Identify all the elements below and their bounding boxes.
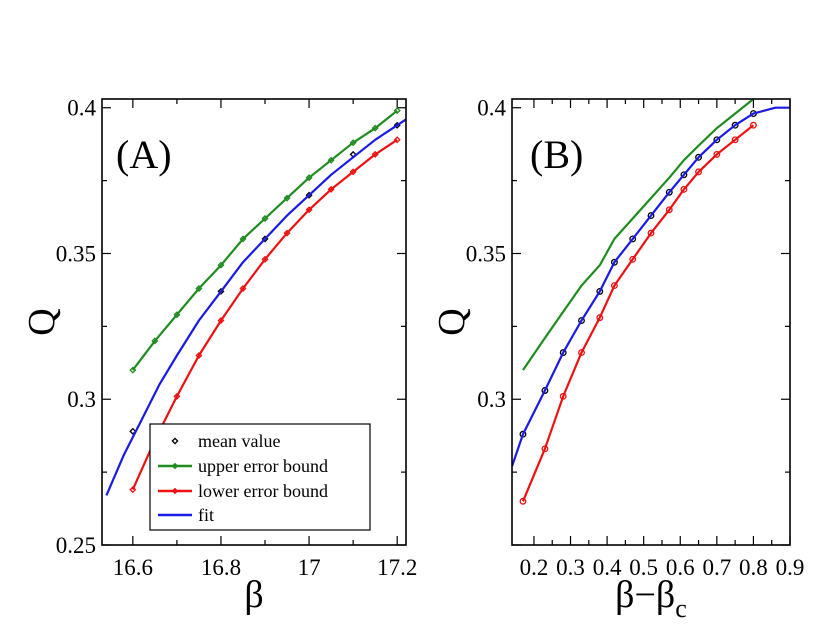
x-axis-label-subscript: c: [675, 594, 687, 623]
x-tick-label: 16.6: [113, 555, 153, 580]
series-lower-point: [217, 317, 225, 325]
series-lower-point: [305, 206, 313, 214]
x-tick-label: 0.4: [593, 555, 622, 580]
series-mean-point: [596, 287, 604, 295]
series-upper-point: [217, 261, 225, 269]
series-upper-point: [195, 284, 203, 292]
legend-box: [149, 423, 371, 531]
series-lower-point: [749, 121, 757, 129]
series-lower-line: [521, 124, 755, 502]
x-tick-label: 0.2: [520, 555, 549, 580]
series-upper-point: [349, 139, 357, 147]
series-upper-point: [283, 194, 291, 202]
series-lower-point: [713, 150, 721, 158]
series-lower-point: [559, 392, 567, 400]
plot-area: [512, 99, 790, 505]
series-mean-point: [541, 387, 549, 394]
x-tick-label: 0.5: [629, 555, 658, 580]
series-upper-point: [305, 174, 313, 182]
series-lower-point: [239, 284, 247, 292]
series-upper-point: [239, 235, 247, 243]
legend-label-upper: upper error bound: [198, 456, 328, 476]
series-lower-point: [680, 185, 688, 193]
series-lower-point: [129, 486, 137, 494]
series-lower-point: [261, 255, 269, 263]
series-lower-line: [131, 138, 398, 491]
series-mean-point: [665, 188, 673, 196]
plot-area: [105, 107, 406, 496]
panel-label: (A): [116, 132, 172, 177]
plot-frame: [101, 98, 407, 546]
series-mean-point: [610, 258, 618, 266]
x-axis-label: β: [244, 574, 263, 616]
legend-marker-dot-lower: [171, 487, 179, 495]
series-upper-line: [522, 99, 755, 371]
legend: mean value upper error bound lower error b…: [149, 423, 371, 531]
panel-b: 0.2 0.3 0.4 0.5 0.6 0.7 0.8 0.9 0.3 0.35 0.4 (B) β−β…: [431, 96, 804, 623]
series-lower-point: [393, 136, 401, 144]
series-lower-point: [195, 352, 203, 360]
y-tick-label: 0.35: [56, 241, 96, 266]
legend-label-lower: lower error bound: [198, 481, 328, 501]
series-upper-point: [261, 214, 269, 223]
x-tick-label: 17.2: [377, 555, 417, 580]
y-tick-label: 0.4: [477, 96, 506, 121]
series-fit-line: [512, 106, 790, 467]
panel-a: 16.6 16.8 17 17.2 0.25 0.3 0.35 0.4 (A) β Q: [21, 96, 417, 616]
y-tick-label: 0.4: [67, 96, 96, 121]
series-lower-point: [695, 168, 703, 176]
legend-marker-dot-upper: [171, 462, 179, 470]
series-lower-point: [371, 150, 379, 158]
series-mean-point: [680, 171, 688, 179]
series-upper-point: [371, 124, 379, 132]
series-fit-line: [105, 118, 406, 496]
y-tick-label: 0.3: [67, 387, 96, 412]
legend-marker-mean: [171, 437, 179, 445]
series-lower-point: [541, 445, 549, 453]
series-upper-point: [129, 366, 137, 374]
series-upper-point: [173, 311, 181, 319]
panel-label: (B): [530, 132, 583, 177]
series-lower-point: [578, 349, 585, 357]
x-tick-label: 0.8: [739, 555, 768, 580]
y-axis-label: Q: [431, 308, 473, 335]
legend-label-mean: mean value: [198, 431, 280, 451]
series-lower-point: [327, 185, 335, 193]
y-tick-label: 0.3: [477, 387, 506, 412]
x-tick-label: 0.9: [776, 555, 805, 580]
series-upper-point: [151, 337, 159, 345]
x-tick-label: 16.8: [201, 555, 241, 580]
y-tick-label: 0.25: [56, 533, 96, 558]
series-upper-line: [131, 109, 398, 371]
x-tick-label: 0.7: [702, 555, 731, 580]
series-lower-point: [647, 229, 655, 237]
series-mean-point: [713, 136, 721, 144]
series-mean-point: [731, 121, 739, 129]
series-lower-point: [519, 497, 527, 505]
series-lower-point: [629, 255, 637, 263]
x-tick-label: 0.6: [666, 555, 695, 580]
series-mean-point: [578, 317, 585, 324]
series-lower-point: [610, 282, 618, 290]
series-upper-point: [327, 156, 335, 164]
series-mean-point: [559, 349, 567, 357]
series-lower-point: [349, 168, 357, 176]
x-tick-label: 0.3: [556, 555, 585, 580]
series-mean-point: [647, 212, 655, 220]
series-lower-point: [731, 136, 739, 144]
series-mean-point: [695, 153, 703, 161]
series-lower-point: [596, 314, 604, 322]
series-lower-point: [665, 206, 673, 214]
plot-frame: [511, 98, 791, 546]
y-axis-label: Q: [21, 308, 63, 335]
legend-label-fit: fit: [198, 505, 214, 525]
series-upper-point: [393, 107, 401, 115]
series-lower-point: [173, 392, 181, 400]
y-tick-label: 0.35: [466, 241, 506, 266]
x-tick-label: 17: [298, 555, 321, 580]
x-axis-label: β−βc: [615, 574, 687, 623]
series-mean-point: [629, 235, 637, 243]
series-lower-point: [283, 229, 291, 237]
